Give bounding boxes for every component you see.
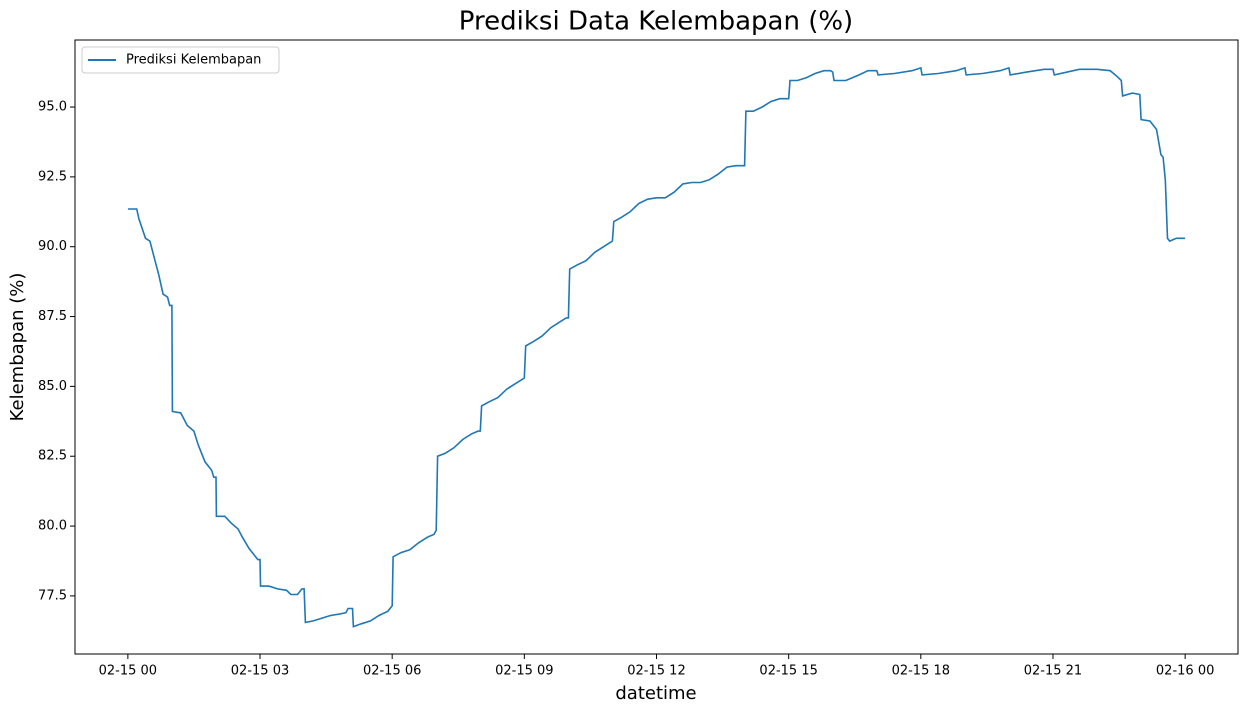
x-tick-label: 02-15 12 xyxy=(627,664,685,679)
x-tick-label: 02-15 00 xyxy=(99,664,157,679)
x-tick-label: 02-15 15 xyxy=(759,664,817,679)
x-axis-label: datetime xyxy=(615,683,696,704)
x-tick-label: 02-16 00 xyxy=(1156,664,1214,679)
x-tick-label: 02-15 21 xyxy=(1024,664,1082,679)
y-tick-label: 87.5 xyxy=(38,309,67,324)
legend-label: Prediksi Kelembapan xyxy=(126,53,261,68)
y-tick-label: 95.0 xyxy=(38,100,67,115)
x-tick-label: 02-15 06 xyxy=(363,664,421,679)
plot-frame xyxy=(74,39,1239,655)
x-tick-label: 02-15 09 xyxy=(495,664,553,679)
x-tick-label: 02-15 03 xyxy=(231,664,289,679)
y-tick-label: 80.0 xyxy=(38,519,67,534)
chart-title: Prediksi Data Kelembapan (%) xyxy=(459,7,853,37)
y-tick-label: 85.0 xyxy=(38,379,67,394)
y-tick-label: 90.0 xyxy=(38,239,67,254)
legend-box xyxy=(81,46,280,74)
line xyxy=(127,66,1186,628)
x-tick-label: 02-15 18 xyxy=(892,664,950,679)
y-tick-label: 92.5 xyxy=(38,169,67,184)
y-axis-label: Kelembapan (%) xyxy=(7,273,28,422)
y-tick-label: 77.5 xyxy=(38,588,67,603)
y-tick-label: 82.5 xyxy=(38,449,67,464)
